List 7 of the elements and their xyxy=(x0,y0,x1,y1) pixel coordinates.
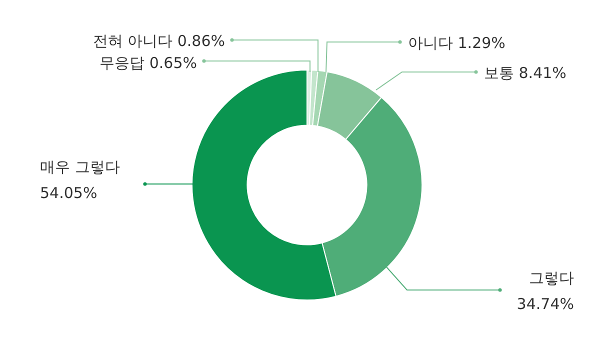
data-label: 54.05% xyxy=(40,184,98,202)
slice-label: 그렇다 xyxy=(529,269,574,287)
slice-label: 매우 그렇다 xyxy=(40,158,120,176)
slice-label: 무응답 0.65% xyxy=(100,54,197,72)
slice-label: 전혀 아니다 0.86% xyxy=(92,32,225,50)
data-label: 34.74% xyxy=(516,295,574,313)
slice-label: 아니다 1.29% xyxy=(408,34,506,52)
